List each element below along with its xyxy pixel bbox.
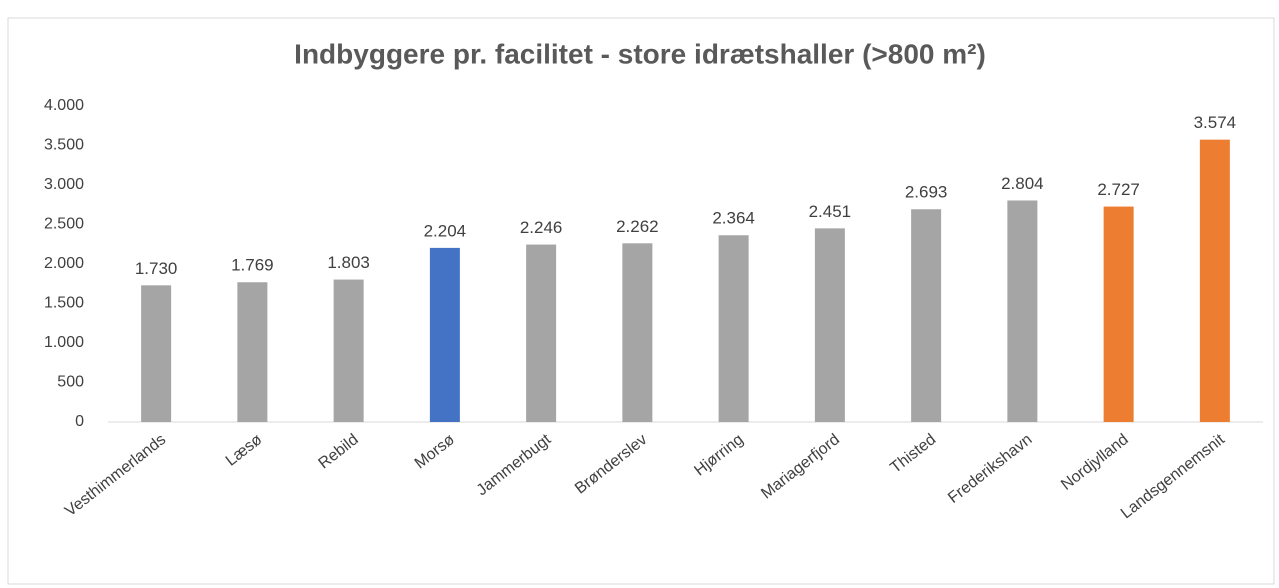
value-label: 1.803: [327, 253, 370, 272]
value-label: 2.204: [424, 221, 467, 240]
y-tick-label: 2.000: [44, 255, 84, 272]
value-label: 2.804: [1001, 174, 1044, 193]
value-label: 2.693: [905, 183, 948, 202]
bar: [141, 285, 172, 422]
bar: [333, 279, 364, 422]
bar: [911, 209, 942, 422]
value-label: 2.727: [1097, 180, 1140, 199]
chart-title: Indbyggere pr. facilitet - store idrætsh…: [294, 38, 986, 69]
y-tick-label: 1.500: [44, 295, 84, 312]
y-tick-label: 0: [75, 413, 84, 430]
value-label: 2.262: [616, 217, 659, 236]
bar: [526, 244, 557, 422]
value-label: 2.246: [520, 218, 563, 237]
y-tick-label: 3.500: [44, 137, 84, 154]
value-label: 2.451: [809, 202, 852, 221]
value-label: 2.364: [712, 209, 755, 228]
y-tick-label: 4.000: [44, 97, 84, 114]
y-tick-label: 1.000: [44, 334, 84, 351]
bar: [429, 247, 460, 422]
value-label: 1.769: [231, 256, 274, 275]
bar: [237, 282, 268, 422]
bar: [1007, 200, 1038, 422]
value-label: 3.574: [1194, 113, 1237, 132]
y-tick-label: 3.000: [44, 176, 84, 193]
value-label: 1.730: [135, 259, 178, 278]
y-tick-label: 2.500: [44, 216, 84, 233]
bar: [1199, 139, 1230, 423]
bar: [718, 235, 749, 422]
bar: [622, 243, 653, 422]
bar: [814, 228, 845, 422]
y-tick-label: 500: [57, 374, 84, 391]
bar: [1103, 206, 1134, 422]
